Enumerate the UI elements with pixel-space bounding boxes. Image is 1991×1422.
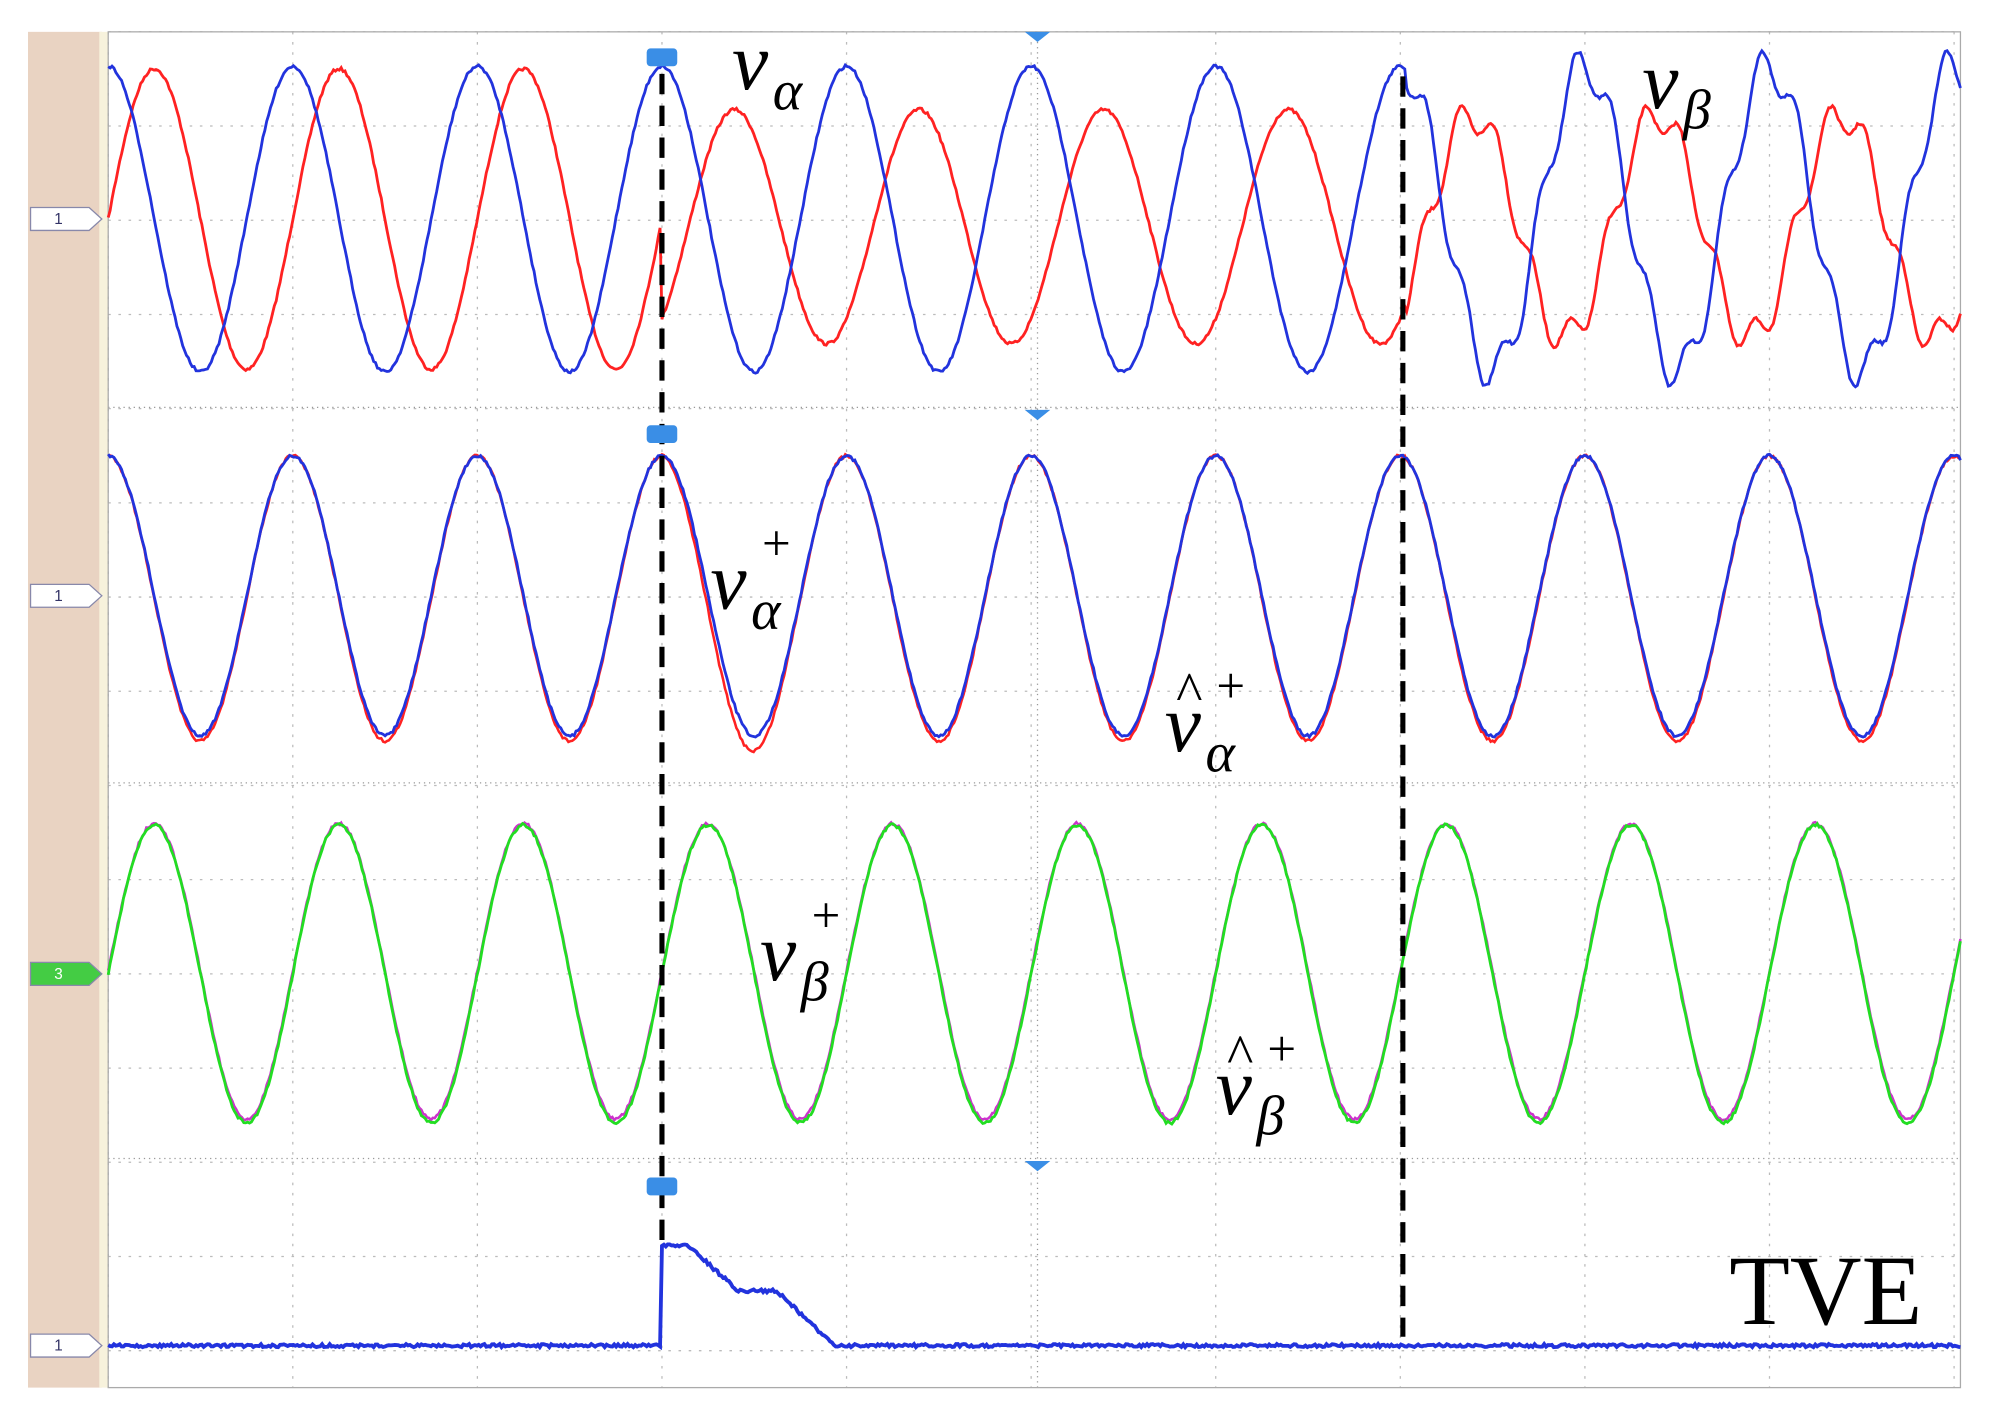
label-base: v — [1165, 678, 1202, 769]
trigger-marker — [646, 1177, 678, 1196]
time-marker — [1024, 31, 1051, 43]
label-sup: + — [1213, 659, 1247, 715]
label-sub: α — [751, 580, 782, 642]
side-edge — [99, 31, 109, 1388]
waveform — [106, 64, 1962, 373]
channel-marker — [29, 1333, 103, 1358]
waveform — [107, 1242, 1961, 1351]
side-strip — [28, 31, 102, 1388]
channel-marker-label: 1 — [54, 588, 63, 605]
label-sup: + — [1264, 1022, 1298, 1078]
channel-marker-label: 1 — [54, 211, 63, 228]
label-base: v — [710, 536, 747, 627]
trigger-marker — [646, 425, 678, 444]
label-sub: α — [1206, 722, 1237, 784]
channel-marker-label: 3 — [54, 966, 63, 983]
channel-marker-label: 1 — [54, 1338, 63, 1355]
tve-label: TVE — [1729, 1237, 1922, 1346]
time-marker — [1024, 1161, 1051, 1172]
label-sup: + — [808, 888, 842, 944]
waveform — [106, 821, 1962, 1126]
label-sub: α — [773, 60, 804, 122]
label-accent: ^ — [1226, 1024, 1253, 1086]
label-base: v — [1216, 1041, 1253, 1132]
channel-marker — [29, 961, 103, 986]
channel-marker — [29, 206, 103, 232]
trigger-marker — [646, 48, 678, 67]
label-base: v — [732, 16, 769, 107]
waveforms — [106, 48, 1962, 1351]
channel-markers: 1 1 3 1 — [29, 206, 103, 1358]
labels: v α v βv +αv^ +αv +βv^ +β — [710, 16, 1711, 1147]
label-base: v — [1642, 35, 1679, 126]
label-sub: β — [800, 952, 829, 1014]
label-base: v — [760, 907, 797, 998]
cursors — [646, 31, 1406, 1337]
label-sup: + — [759, 516, 793, 572]
waveform — [107, 452, 1962, 740]
waveform — [107, 48, 1962, 389]
time-marker — [1024, 409, 1051, 421]
label-sub: β — [1255, 1085, 1284, 1147]
channel-marker — [29, 583, 103, 608]
label-accent: ^ — [1175, 661, 1202, 723]
label-sub: β — [1682, 80, 1711, 142]
